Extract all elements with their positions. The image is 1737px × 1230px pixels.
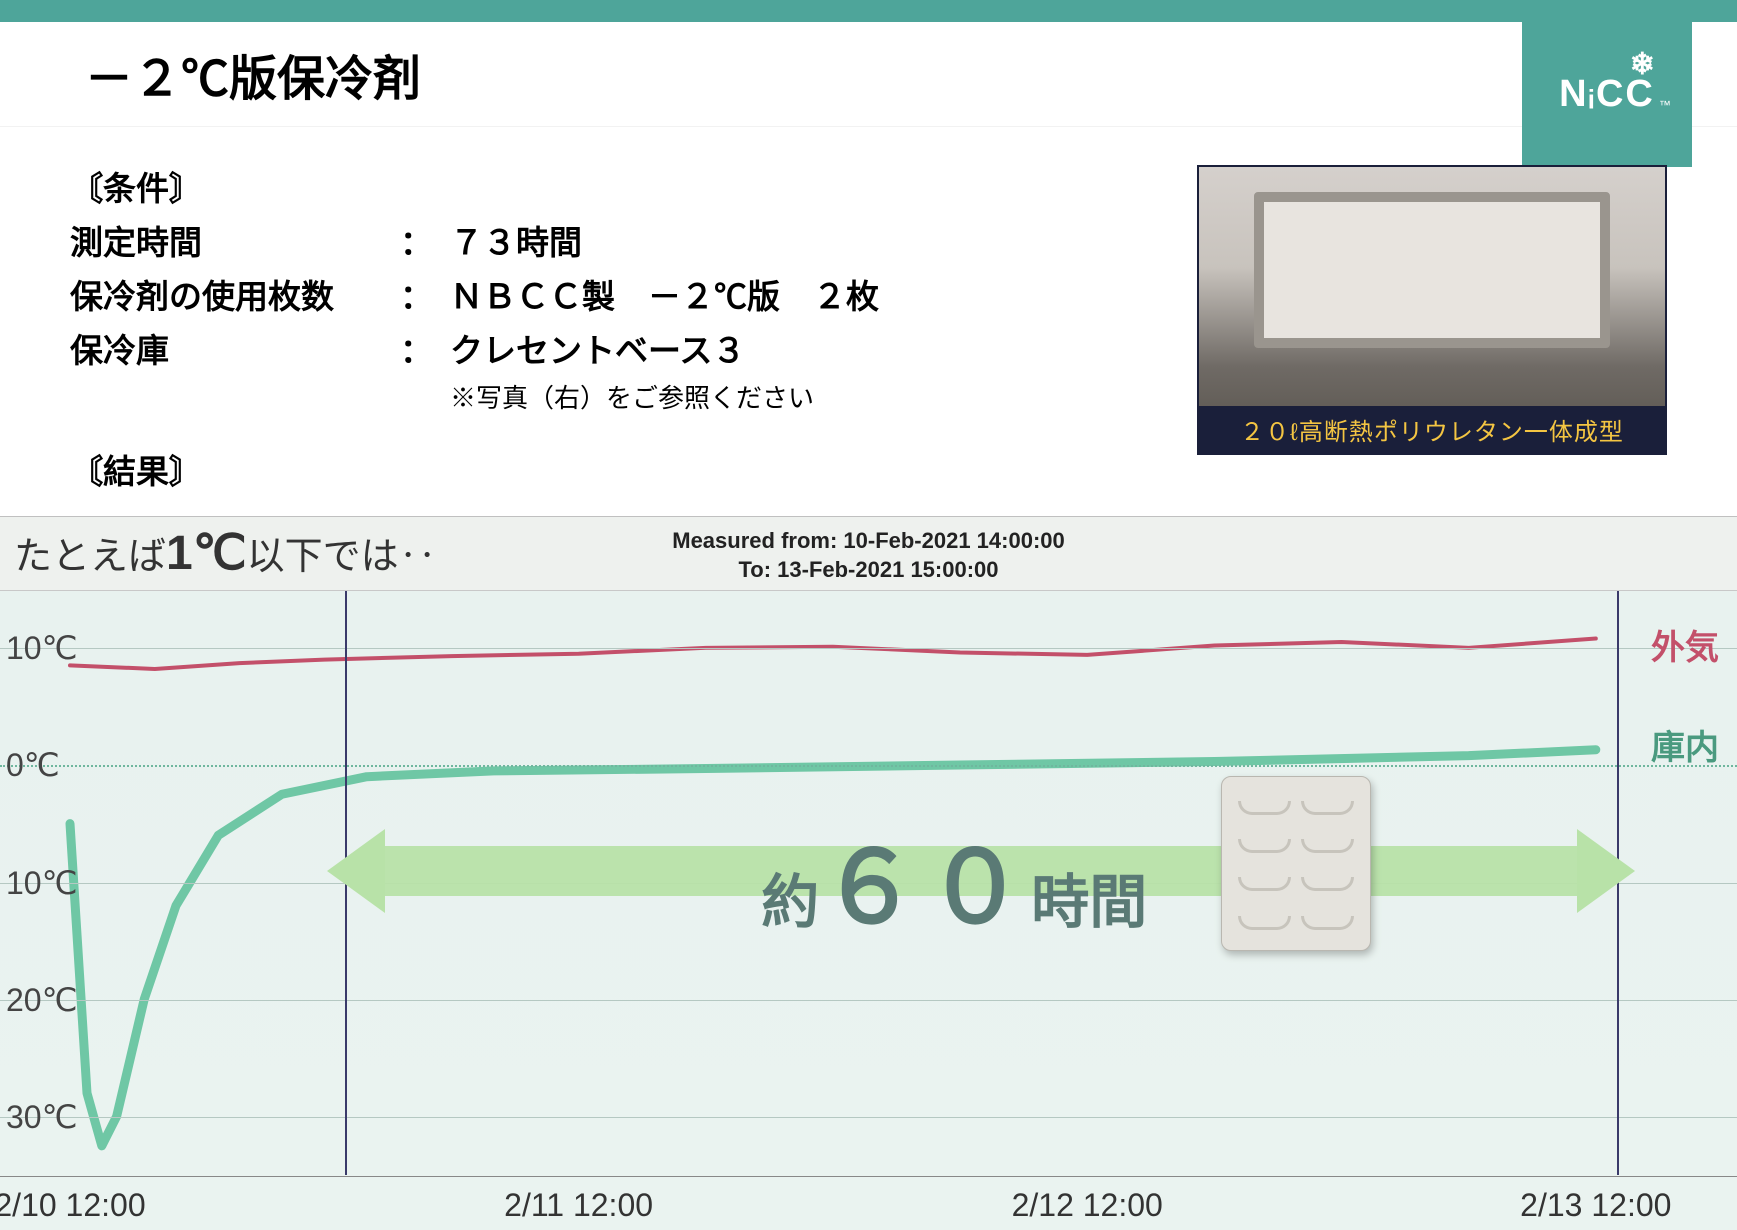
condition-value: クレセントベース３ xyxy=(450,324,745,372)
chart-x-tick: 2/12 12:00 xyxy=(1012,1187,1163,1224)
condition-label: 保冷剤の使用枚数 xyxy=(70,270,400,318)
chart-gridline xyxy=(0,1117,1737,1118)
chart-plot: 10℃ 0℃ 10℃ 20℃ 30℃ 2/10 12:00 2/11 12:00 2/12 1… xyxy=(0,591,1737,1230)
chart-y-tick: 20℃ xyxy=(0,981,78,1019)
chart-gridline xyxy=(0,648,1737,649)
chart-arrow-head-left xyxy=(327,829,385,913)
icepack-icon xyxy=(1221,776,1371,951)
header: －２℃版保冷剤 ❄ NᵢCC ™ xyxy=(0,22,1737,127)
colon: ： xyxy=(400,216,450,264)
snowflake-icon: ❄ xyxy=(1630,47,1657,82)
logo-tm: ™ xyxy=(1659,98,1673,112)
colon: ： xyxy=(400,324,450,372)
chart-x-tick: 2/10 12:00 xyxy=(0,1187,146,1224)
chart-measured-from: Measured from: 10-Feb-2021 14:00:00 xyxy=(0,527,1737,556)
chart-gridline xyxy=(0,1000,1737,1001)
chart-y-tick: 30℃ xyxy=(0,1098,78,1136)
photo-block: ２０ℓ高断熱ポリウレタン一体成型 xyxy=(1197,165,1667,455)
chart-y-tick: 0℃ xyxy=(0,746,60,784)
logo-text: ❄ NᵢCC ™ xyxy=(1559,73,1655,116)
chart-meta: Measured from: 10-Feb-2021 14:00:00 To: … xyxy=(0,527,1737,584)
colon: ： xyxy=(400,270,450,318)
top-accent-bar xyxy=(0,0,1737,22)
chart-measured-to: To: 13-Feb-2021 15:00:00 xyxy=(0,556,1737,585)
condition-value: ７３時間 xyxy=(450,216,582,264)
condition-value: ＮＢＣＣ製 －２℃版 ２枚 xyxy=(450,270,879,318)
chart-annotation-text: 約６０時間 xyxy=(761,806,1147,951)
condition-label: 保冷庫 xyxy=(70,324,400,372)
chart-y-tick: 10℃ xyxy=(0,864,78,902)
chart-y-tick: 10℃ xyxy=(0,629,78,667)
chart-header: たとえば1℃以下では‥ Measured from: 10-Feb-2021 1… xyxy=(0,517,1737,591)
cooler-photo-inner xyxy=(1254,192,1610,348)
chart-series-label: 庫内 xyxy=(1651,720,1719,769)
chart-x-axis xyxy=(0,1176,1737,1177)
chart-zero-line xyxy=(0,765,1737,767)
chart-arrow-head-right xyxy=(1577,829,1635,913)
photo-caption: ２０ℓ高断熱ポリウレタン一体成型 xyxy=(1199,406,1665,453)
page-title: －２℃版保冷剤 xyxy=(85,39,421,109)
temperature-chart: たとえば1℃以下では‥ Measured from: 10-Feb-2021 1… xyxy=(0,516,1737,1230)
chart-series-label: 外気 xyxy=(1651,620,1719,669)
chart-x-tick: 2/13 12:00 xyxy=(1520,1187,1671,1224)
condition-label: 測定時間 xyxy=(70,216,400,264)
cooler-photo: ２０ℓ高断熱ポリウレタン一体成型 xyxy=(1197,165,1667,455)
chart-x-tick: 2/11 12:00 xyxy=(504,1187,653,1224)
